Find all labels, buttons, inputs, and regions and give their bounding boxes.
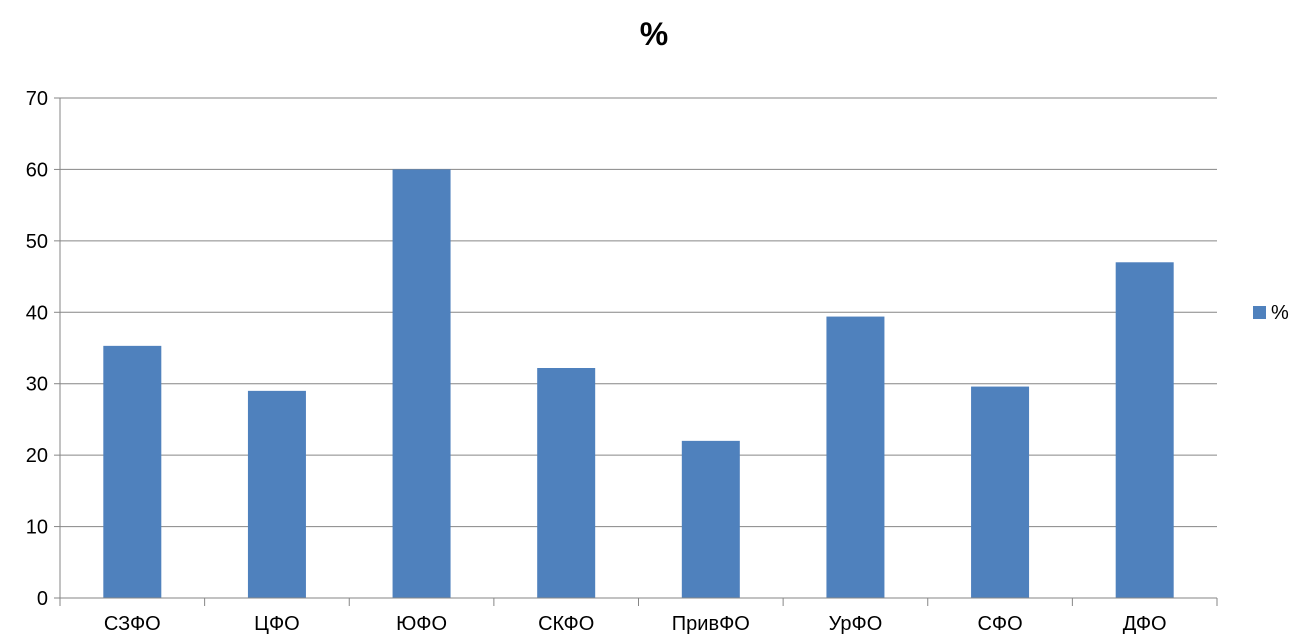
x-tick-label: ЦФО (254, 613, 300, 635)
legend-label: % (1271, 302, 1289, 324)
y-tick-label: 60 (26, 159, 48, 181)
x-tick-label: ЮФО (396, 613, 447, 635)
y-tick-label: 30 (26, 374, 48, 396)
y-tick-label: 0 (37, 588, 48, 610)
bar (826, 316, 885, 598)
y-tick-label: 70 (26, 88, 48, 110)
y-tick-label: 50 (26, 231, 48, 253)
bar (392, 169, 451, 598)
x-tick-label: УрФО (829, 613, 883, 635)
bar (537, 368, 596, 598)
x-tick-label: ДФО (1123, 613, 1167, 635)
bars (103, 169, 1174, 598)
bar (247, 390, 306, 598)
bar (681, 440, 740, 598)
legend-swatch (1253, 306, 1266, 319)
bar (1115, 262, 1174, 598)
x-tick-label: СФО (977, 613, 1022, 635)
bar (103, 345, 162, 598)
bar (971, 386, 1030, 598)
y-tick-label: 10 (26, 517, 48, 539)
x-tick-label: ПривФО (672, 613, 750, 635)
x-tick-label: СЗФО (104, 613, 161, 635)
gridlines (60, 97, 1217, 528)
y-tick-label: 20 (26, 445, 48, 467)
y-axis: 0 10 20 30 40 50 60 70 (26, 88, 61, 610)
chart-title: % (640, 16, 668, 52)
y-tick-label: 40 (26, 302, 48, 324)
x-tick-label: СКФО (538, 613, 594, 635)
legend: % (1253, 302, 1289, 324)
x-axis: СЗФО ЦФО ЮФО СКФО ПривФО УрФО СФО ДФО (59, 597, 1218, 635)
